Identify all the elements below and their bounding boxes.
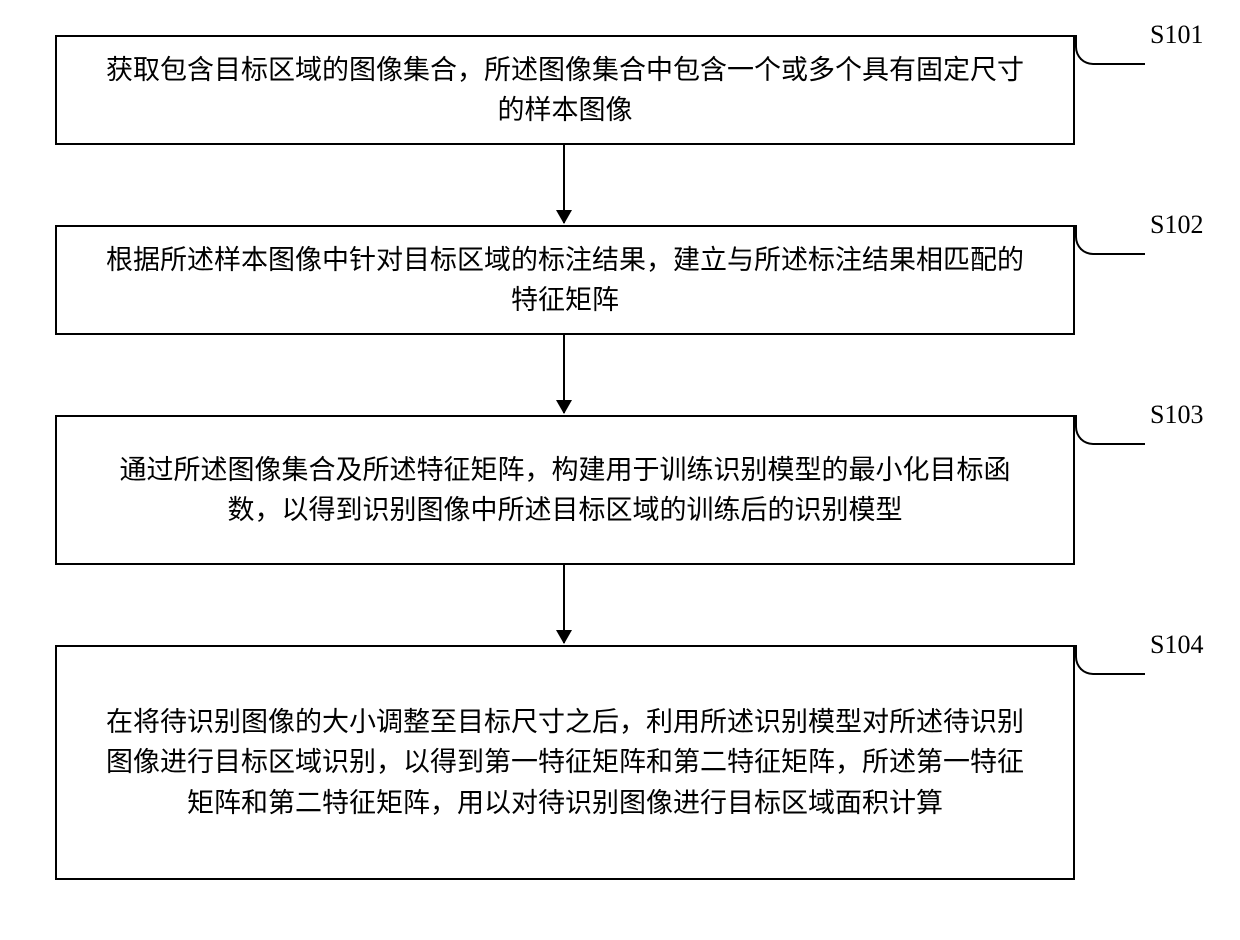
step-box-3: 通过所述图像集合及所述特征矩阵，构建用于训练识别模型的最小化目标函数，以得到识别…: [55, 415, 1075, 565]
step-text-1: 获取包含目标区域的图像集合，所述图像集合中包含一个或多个具有固定尺寸的样本图像: [97, 50, 1033, 131]
step-text-2: 根据所述样本图像中针对目标区域的标注结果，建立与所述标注结果相匹配的特征矩阵: [97, 240, 1033, 321]
step-box-1: 获取包含目标区域的图像集合，所述图像集合中包含一个或多个具有固定尺寸的样本图像: [55, 35, 1075, 145]
step-label-3: S103: [1150, 400, 1203, 430]
step-box-4: 在将待识别图像的大小调整至目标尺寸之后，利用所述识别模型对所述待识别图像进行目标…: [55, 645, 1075, 880]
flowchart-container: 获取包含目标区域的图像集合，所述图像集合中包含一个或多个具有固定尺寸的样本图像 …: [0, 0, 1240, 940]
step-label-4: S104: [1150, 630, 1203, 660]
arrow-1: [563, 145, 565, 223]
step-text-3: 通过所述图像集合及所述特征矩阵，构建用于训练识别模型的最小化目标函数，以得到识别…: [97, 450, 1033, 531]
step-label-2: S102: [1150, 210, 1203, 240]
step-label-1: S101: [1150, 20, 1203, 50]
connector-4: [1075, 645, 1145, 675]
connector-2: [1075, 225, 1145, 255]
arrow-3: [563, 565, 565, 643]
step-text-4: 在将待识别图像的大小调整至目标尺寸之后，利用所述识别模型对所述待识别图像进行目标…: [97, 702, 1033, 824]
arrow-2: [563, 335, 565, 413]
connector-3: [1075, 415, 1145, 445]
connector-1: [1075, 35, 1145, 65]
step-box-2: 根据所述样本图像中针对目标区域的标注结果，建立与所述标注结果相匹配的特征矩阵: [55, 225, 1075, 335]
